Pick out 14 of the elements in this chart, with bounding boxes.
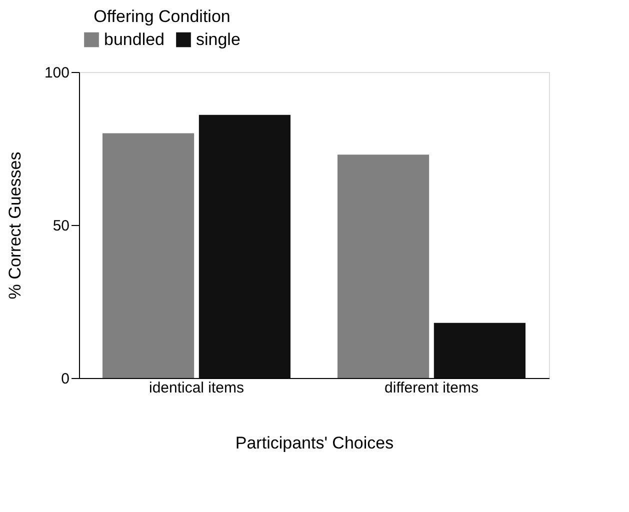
- x-tick-label: identical items: [148, 380, 244, 396]
- bar: [102, 133, 194, 378]
- y-tick-label: 0: [61, 370, 70, 388]
- legend-label: bundled: [104, 30, 165, 49]
- y-axis-title: % Correct Guesses: [5, 152, 24, 300]
- legend-label: single: [196, 30, 240, 49]
- x-tick-label: different items: [384, 380, 478, 396]
- x-axis-title: Participants' Choices: [235, 434, 394, 452]
- y-tick-label: 50: [52, 218, 70, 234]
- bar: [338, 154, 430, 378]
- legend-title: Offering Condition: [94, 7, 230, 26]
- bar: [198, 114, 290, 378]
- y-tick-label: 100: [44, 64, 70, 82]
- bar: [434, 322, 526, 378]
